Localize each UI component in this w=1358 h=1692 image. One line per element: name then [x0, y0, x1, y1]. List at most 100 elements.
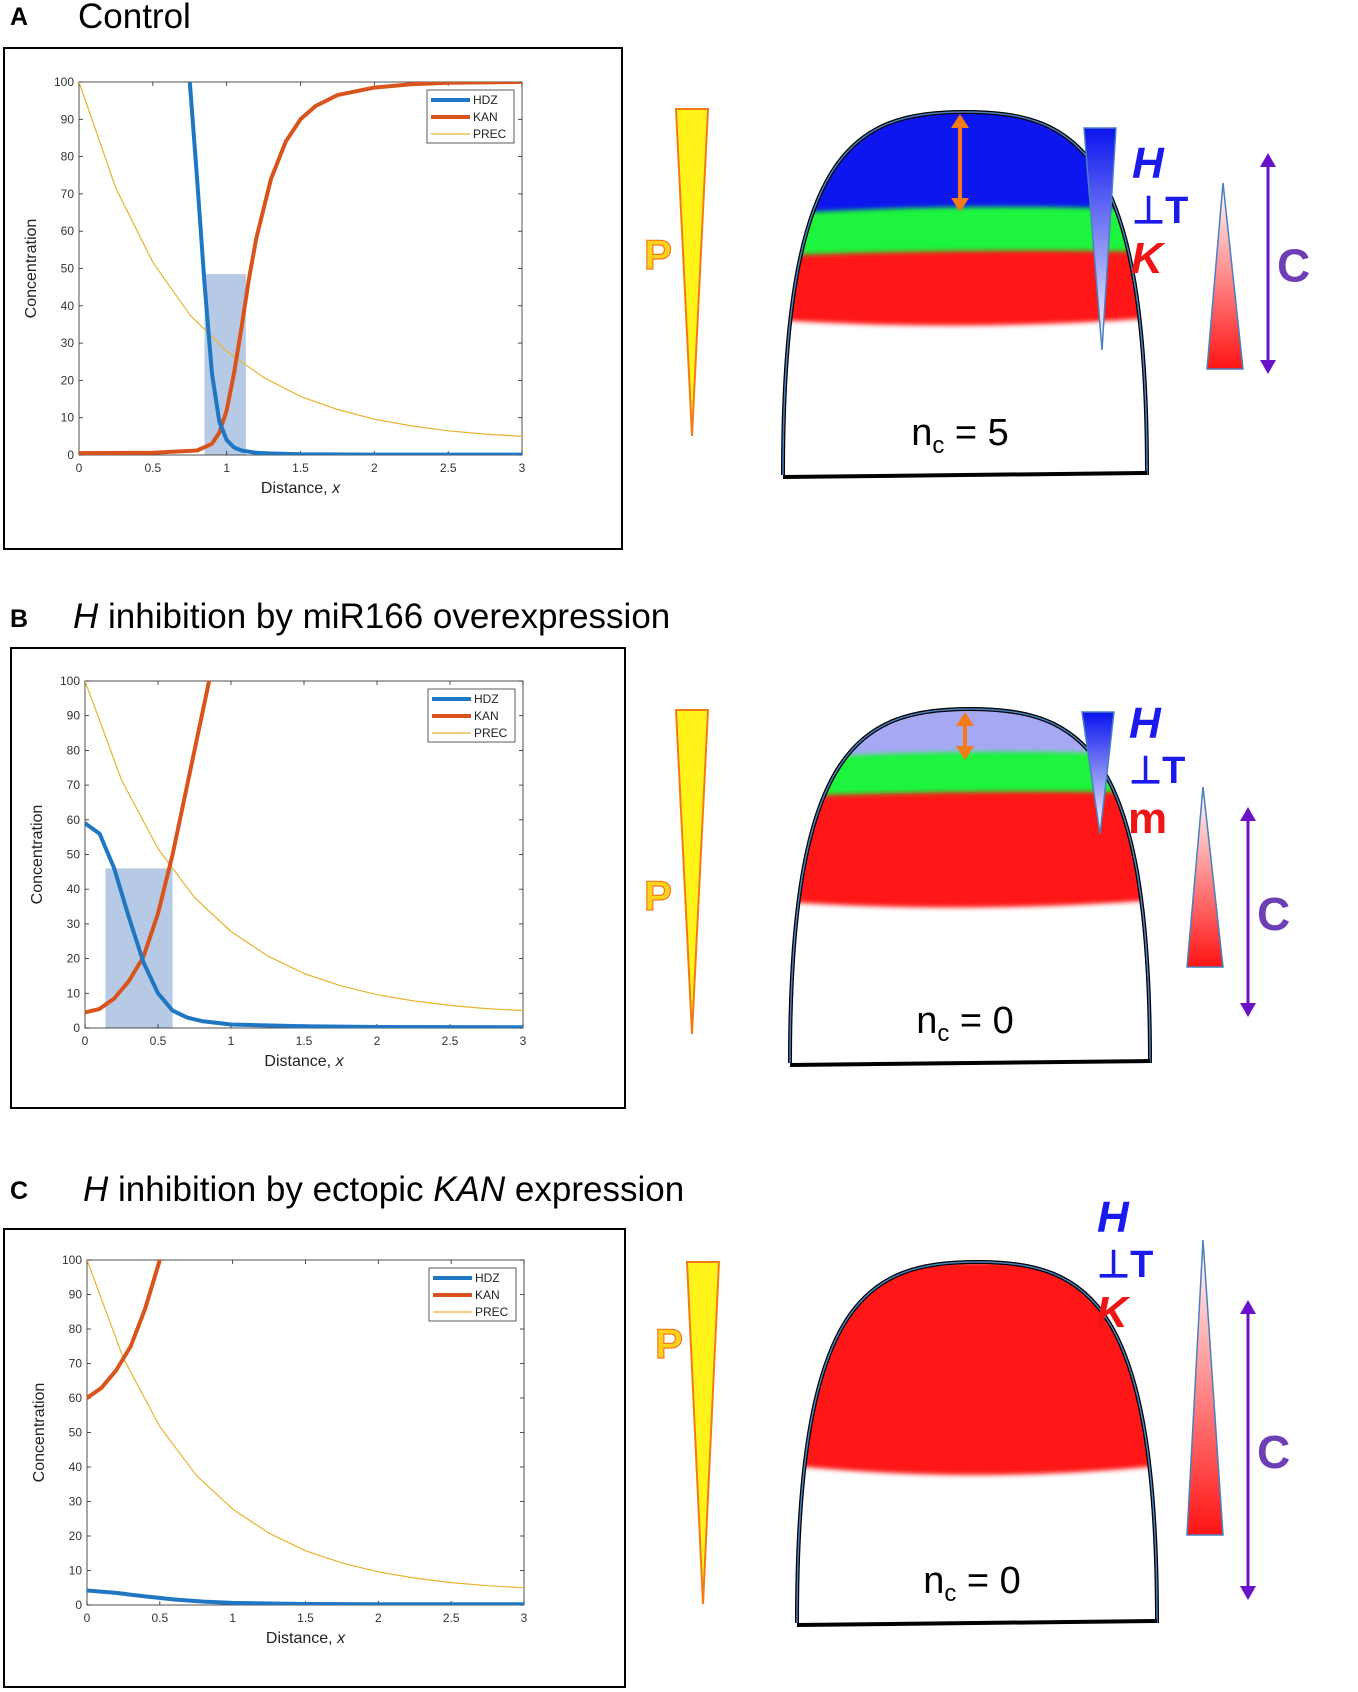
x-axis-label: Distance, x: [261, 480, 341, 497]
legend: HDZ KAN PREC: [426, 89, 515, 144]
apex-base-line: [782, 471, 1148, 479]
nc-sub: c: [937, 1020, 949, 1047]
apex-outline-highlight: [782, 111, 1148, 476]
purple-arrow-head-down: [1240, 1586, 1256, 1600]
p-gradient-triangle: [674, 709, 710, 1035]
panel-c-chart: 0 0.5 1 1.5 2 2.5 30102030405060708090100Dista…: [31, 1253, 528, 1647]
nc-rest: = 0: [956, 1560, 1020, 1602]
x-tick-label: 0: [76, 461, 83, 475]
panel-c-schematic: Pnc = 0 H⊥TK C: [654, 1193, 1290, 1627]
green-zone: [790, 751, 1150, 803]
y-tick-label: 60: [61, 224, 75, 238]
panel-a-letter: A: [10, 3, 29, 31]
red-zone: [783, 250, 1147, 326]
legend-label-hdz: HDZ: [475, 1271, 500, 1285]
x-tick-label: 0: [82, 1034, 89, 1048]
panel-a-title-text: Control: [78, 0, 191, 36]
y-tick-label: 60: [69, 1391, 83, 1405]
p-label: P: [644, 231, 672, 278]
x-tick-label: 2: [375, 1611, 382, 1625]
panel-b-title-italic: H: [73, 597, 99, 636]
series-line-kan: [85, 681, 212, 1015]
series-lines: [79, 82, 522, 455]
h-label: H: [1129, 699, 1162, 748]
panel-c-title-italic-kan: KAN: [433, 1170, 506, 1209]
apex-outline-highlight: [789, 708, 1151, 1064]
panel-c-title-italic: H: [83, 1170, 109, 1209]
x-tick-label: 2.5: [440, 461, 457, 475]
panel-c-title-text: inhibition by ectopic: [108, 1170, 434, 1209]
apex-base-line: [796, 1619, 1158, 1627]
legend-label-hdz: HDZ: [473, 93, 498, 107]
y-tick-label: 50: [67, 848, 81, 862]
y-tick-label: 10: [67, 986, 81, 1000]
y-tick-label: 20: [61, 373, 75, 387]
nc-rest: = 0: [949, 1000, 1013, 1042]
purple-arrow-head-up: [1260, 153, 1276, 167]
purple-arrow-head-up: [1240, 807, 1256, 821]
y-tick-label: 100: [60, 674, 80, 688]
nc-base: n: [911, 412, 932, 454]
red-zone: [797, 1262, 1157, 1475]
x-tick-label: 2: [371, 461, 378, 475]
p-label: P: [655, 1320, 683, 1367]
x-axis-label-var: x: [336, 1630, 346, 1647]
t-label-blue: ⊥T: [1132, 190, 1188, 232]
panel-c-title-suffix: expression: [505, 1170, 685, 1209]
series-line-prec: [79, 82, 522, 437]
panel-b-schematic: Pnc = 0 H⊥Tm C: [643, 699, 1290, 1067]
k-label: m: [1128, 794, 1167, 843]
c-gradient-triangle: [1206, 182, 1244, 370]
x-tick-label: 1: [229, 1611, 236, 1625]
panel-c-plot-frame: [3, 1228, 626, 1688]
panel-c-letter: C: [10, 1177, 29, 1205]
panel-c-title: H inhibition by ectopic KAN expression: [83, 1170, 684, 1210]
p-label: P: [644, 872, 672, 919]
orange-arrow-head-up: [956, 712, 974, 726]
legend-label-prec: PREC: [473, 127, 507, 141]
y-tick-label: 30: [61, 336, 75, 350]
nc-label: nc = 0: [923, 1560, 1021, 1607]
legend-label-kan: KAN: [475, 1288, 500, 1302]
apex-outline-highlight: [796, 1261, 1158, 1624]
y-tick-label: 0: [73, 1021, 80, 1035]
h-gradient-triangle: [1081, 711, 1115, 835]
nc-base: n: [923, 1560, 944, 1602]
series-lines: [85, 681, 523, 1028]
y-tick-label: 100: [54, 75, 74, 89]
x-tick-label: 0.5: [144, 461, 161, 475]
y-tick-label: 80: [67, 743, 81, 757]
x-axis-label: Distance, x: [264, 1053, 344, 1070]
y-tick-label: 10: [61, 411, 75, 425]
x-tick-label: 1.5: [292, 461, 309, 475]
panel-b-chart: 0 0.5 1 1.5 2 2.5 30102030405060708090100Dista…: [29, 674, 527, 1070]
series-line-prec: [85, 681, 523, 1012]
p-gradient-triangle: [674, 108, 710, 437]
panel-a-chart: 0 0.5 1 1.5 2 2.5 30102030405060708090100Dista…: [23, 75, 526, 497]
c-label: C: [1257, 1426, 1290, 1478]
y-tick-label: 50: [61, 262, 75, 276]
x-tick-label: 1: [228, 1034, 235, 1048]
x-tick-label: 3: [519, 461, 526, 475]
y-tick-label: 80: [69, 1322, 83, 1336]
y-tick-label: 40: [61, 299, 75, 313]
c-label: C: [1257, 888, 1290, 940]
y-tick-label: 70: [67, 778, 81, 792]
panel-a-schematic: Pnc = 5 H⊥TK C: [643, 108, 1310, 479]
legend-label-prec: PREC: [475, 1305, 509, 1319]
orange-arrow-head-down: [951, 198, 969, 212]
nc-sub: c: [932, 432, 944, 459]
y-tick-label: 60: [67, 813, 81, 827]
h-label: H: [1132, 139, 1165, 188]
panel-b-title-text: inhibition by miR166 overexpression: [98, 597, 671, 636]
x-tick-label: 2.5: [442, 1034, 459, 1048]
green-zone: [783, 206, 1147, 262]
orange-arrow-head-down: [956, 746, 974, 760]
nc-rest: = 5: [944, 412, 1008, 454]
x-axis-label-var: x: [331, 480, 341, 497]
legend-label-hdz: HDZ: [474, 692, 499, 706]
t-label-blue: ⊥T: [1097, 1244, 1153, 1286]
p-gradient-triangle: [685, 1261, 721, 1605]
nc-base: n: [916, 1000, 937, 1042]
apex-bands: [783, 112, 1147, 326]
